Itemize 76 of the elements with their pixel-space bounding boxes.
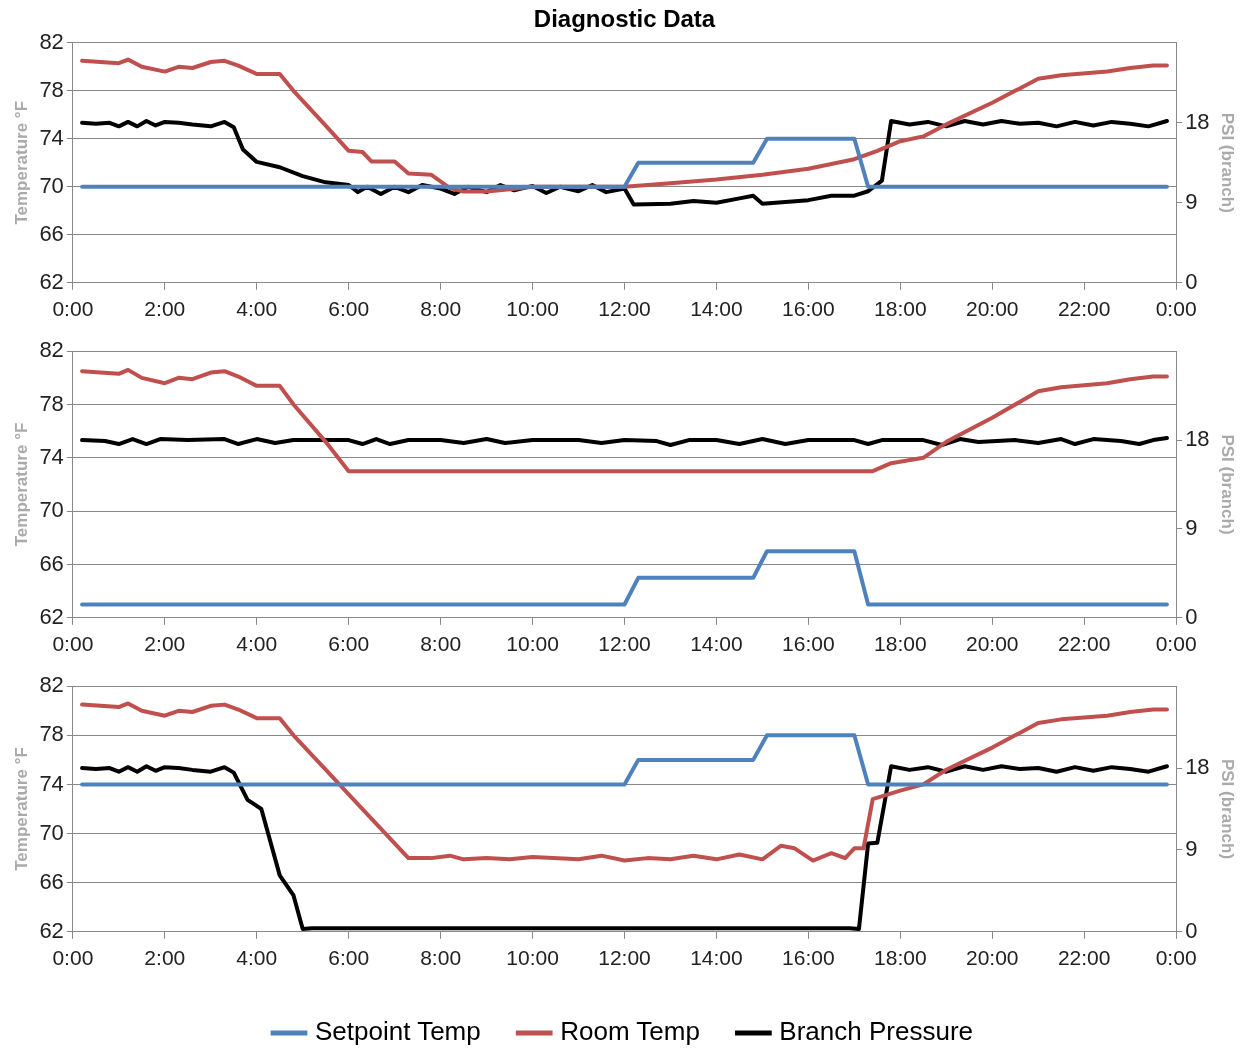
x-tick-label: 0:00	[52, 632, 94, 656]
x-tick-label: 16:00	[782, 946, 835, 970]
y-axis-title: Temperature °F	[11, 747, 31, 871]
y-tick-label: 82	[39, 672, 64, 698]
y-tick-label: 74	[39, 770, 64, 796]
x-tick-label: 2:00	[144, 946, 186, 970]
y-tick-label: 78	[39, 721, 64, 747]
y-tick-label: 66	[39, 868, 64, 894]
y-tick-label: 62	[39, 268, 64, 294]
y2-tick-label: 9	[1185, 188, 1198, 214]
x-tick-label: 18:00	[874, 632, 927, 656]
x-tick-label: 8:00	[420, 946, 462, 970]
x-tick-label: 10:00	[506, 632, 559, 656]
legend-label: Setpoint Temp	[315, 1016, 481, 1047]
y-tick-label: 82	[39, 337, 64, 363]
y-tick-label: 74	[39, 124, 64, 150]
y2-tick-label: 0	[1185, 603, 1198, 629]
x-tick-label: 20:00	[965, 632, 1019, 656]
x-tick-label: 22:00	[1057, 946, 1111, 970]
y2-tick-label: 18	[1185, 108, 1210, 134]
x-tick-label: 2:00	[144, 632, 186, 656]
x-tick-label: 0:00	[52, 946, 94, 970]
x-tick-label: 14:00	[690, 297, 743, 321]
x-tick-label: 12:00	[598, 297, 651, 321]
x-tick-label: 22:00	[1057, 632, 1111, 656]
y-axis-title: Temperature °F	[11, 100, 31, 225]
x-tick-label: 10:00	[506, 297, 559, 321]
chart-title: Diagnostic Data	[533, 5, 716, 33]
x-tick-label: 12:00	[598, 632, 651, 656]
x-tick-label: 6:00	[328, 297, 370, 321]
legend-label: Room Temp	[560, 1016, 700, 1047]
y2-tick-label: 0	[1185, 917, 1198, 943]
y-tick-label: 78	[39, 76, 64, 102]
x-tick-label: 6:00	[328, 632, 370, 656]
y-tick-label: 66	[39, 220, 64, 246]
y2-tick-label: 9	[1185, 515, 1198, 540]
y-tick-label: 74	[39, 443, 64, 469]
x-tick-label: 4:00	[236, 297, 278, 321]
x-tick-label: 18:00	[874, 297, 927, 321]
y-axis-title: Temperature °F	[11, 422, 31, 547]
x-tick-label: 16:00	[782, 297, 835, 321]
legend-label: Branch Pressure	[779, 1016, 974, 1047]
x-tick-label: 10:00	[506, 946, 559, 970]
y2-tick-label: 18	[1185, 754, 1210, 780]
x-tick-label: 0:00	[52, 297, 94, 321]
x-tick-label: 0:00	[1155, 632, 1197, 656]
y-tick-label: 66	[39, 550, 64, 576]
y-tick-label: 82	[39, 28, 64, 54]
x-tick-label: 8:00	[420, 297, 462, 321]
x-tick-label: 18:00	[874, 946, 927, 970]
x-tick-label: 14:00	[690, 946, 743, 970]
x-tick-label: 14:00	[690, 632, 743, 656]
x-tick-label: 20:00	[965, 297, 1019, 321]
x-tick-label: 22:00	[1057, 297, 1111, 321]
y2-tick-label: 0	[1185, 268, 1198, 294]
y2-axis-title: PSI (branch)	[1218, 434, 1238, 535]
x-tick-label: 16:00	[782, 632, 835, 656]
x-tick-label: 0:00	[1155, 297, 1197, 321]
x-tick-label: 6:00	[328, 946, 370, 970]
y-tick-label: 78	[39, 390, 64, 416]
y-tick-label: 62	[39, 603, 64, 629]
y2-tick-label: 18	[1185, 426, 1210, 452]
x-tick-label: 2:00	[144, 297, 186, 321]
x-tick-label: 4:00	[236, 632, 278, 656]
y-tick-label: 62	[39, 917, 64, 943]
x-tick-label: 12:00	[598, 946, 651, 970]
y2-tick-label: 9	[1185, 836, 1198, 861]
y2-axis-title: PSI (branch)	[1218, 112, 1238, 213]
y-tick-label: 70	[39, 497, 64, 523]
y-tick-label: 70	[39, 819, 64, 845]
x-tick-label: 20:00	[965, 946, 1019, 970]
y-tick-label: 70	[39, 172, 64, 198]
x-tick-label: 4:00	[236, 946, 278, 970]
x-tick-label: 8:00	[420, 632, 462, 656]
y2-axis-title: PSI (branch)	[1218, 758, 1238, 860]
x-tick-label: 0:00	[1155, 946, 1197, 970]
